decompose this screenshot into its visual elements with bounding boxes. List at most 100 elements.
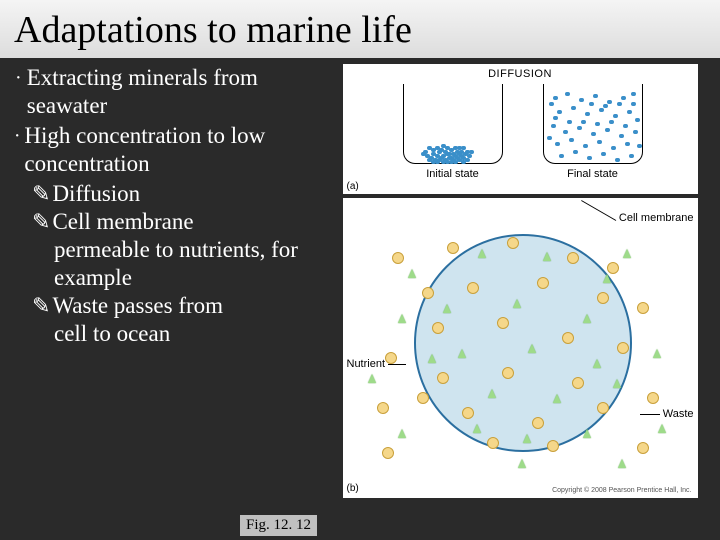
sub-bullet-1: ✎ Diffusion: [32, 180, 322, 208]
bullet-2: · High concentration to low concentratio…: [10, 122, 322, 178]
nutrient-particle: [385, 352, 397, 364]
sub-1-text: Diffusion: [52, 180, 140, 208]
diffusion-dot: [635, 118, 639, 122]
diffusion-dot: [563, 130, 567, 134]
waste-particle: [523, 434, 531, 443]
nutrient-particle: [572, 377, 584, 389]
diffusion-dot: [553, 96, 557, 100]
diffusion-dot: [583, 144, 587, 148]
waste-particle: [458, 349, 466, 358]
diffusion-dot: [567, 120, 571, 124]
panel-b-label: (b): [347, 483, 359, 494]
waste-particle: [543, 252, 551, 261]
diffusion-dot: [625, 142, 629, 146]
waste-particle: [653, 349, 661, 358]
nutrient-particle: [507, 237, 519, 249]
nutrient-particle: [467, 282, 479, 294]
bullet-1: · Extracting minerals from seawater: [10, 64, 322, 120]
waste-particle: [368, 374, 376, 383]
diffusion-dot: [619, 134, 623, 138]
diffusion-dot: [441, 144, 445, 148]
waste-particle: [398, 429, 406, 438]
diffusion-dot: [579, 98, 583, 102]
diffusion-dot: [427, 146, 431, 150]
diffusion-dot: [435, 146, 439, 150]
nutrient-particle: [447, 242, 459, 254]
waste-particle: [443, 304, 451, 313]
diffusion-dot: [435, 160, 439, 164]
waste-particle: [583, 314, 591, 323]
diffusion-dot: [549, 102, 553, 106]
membrane-label: Cell membrane: [619, 212, 694, 224]
diffusion-dot: [461, 146, 465, 150]
diffusion-dot: [629, 154, 633, 158]
diffusion-dot: [603, 104, 607, 108]
nutrient-particle: [567, 252, 579, 264]
diffusion-dot: [581, 120, 585, 124]
diffusion-dot: [551, 124, 555, 128]
bullet-2-text: High concentration to low concentration: [24, 122, 322, 178]
nutrient-particle: [437, 372, 449, 384]
diffusion-dot: [557, 110, 561, 114]
nutrient-particle: [382, 447, 394, 459]
diffusion-dot: [605, 128, 609, 132]
nutrient-particle: [422, 287, 434, 299]
diffusion-dot: [565, 92, 569, 96]
diffusion-dot: [467, 154, 471, 158]
diffusion-dot: [587, 156, 591, 160]
diffusion-dot: [597, 140, 601, 144]
diffusion-dot: [631, 102, 635, 106]
diffusion-dot: [599, 108, 603, 112]
cell-diagram: Cell membrane Nutrient Waste (b) Copyrig…: [343, 198, 698, 498]
diffusion-dot: [621, 96, 625, 100]
bullet-marker: ·: [10, 64, 27, 120]
diffusion-dot: [617, 102, 621, 106]
nutrient-particle: [432, 322, 444, 334]
diffusion-dot: [595, 122, 599, 126]
nutrient-particle: [562, 332, 574, 344]
nutrient-particle: [392, 252, 404, 264]
waste-particle: [408, 269, 416, 278]
beaker-final: [543, 84, 643, 164]
diffusion-dot: [607, 100, 611, 104]
nutrient-particle: [637, 442, 649, 454]
diffusion-dot: [445, 146, 449, 150]
nutrient-label: Nutrient: [347, 358, 386, 370]
waste-label: Waste: [663, 408, 694, 420]
nutrient-particle: [537, 277, 549, 289]
nutrient-particle: [647, 392, 659, 404]
sub-marker-icon: ✎: [32, 208, 50, 236]
waste-particle: [398, 314, 406, 323]
diffusion-dot: [547, 136, 551, 140]
diffusion-dot: [459, 150, 463, 154]
sub-3-rest: cell to ocean: [54, 320, 322, 348]
diffusion-dot: [589, 102, 593, 106]
sub-3-lead: Waste passes from: [52, 292, 223, 320]
waste-particle: [528, 344, 536, 353]
nutrient-particle: [417, 392, 429, 404]
nutrient-particle: [617, 342, 629, 354]
diffusion-dot: [559, 154, 563, 158]
diffusion-dot: [573, 150, 577, 154]
waste-particle: [478, 249, 486, 258]
diffusion-dot: [469, 150, 473, 154]
nutrient-particle: [532, 417, 544, 429]
waste-particle: [513, 299, 521, 308]
sub-bullet-3: ✎ Waste passes from: [32, 292, 322, 320]
diffusion-dot: [577, 126, 581, 130]
final-label: Final state: [543, 168, 643, 180]
diffusion-dot: [601, 152, 605, 156]
diffusion-dot: [613, 114, 617, 118]
diffusion-dot: [637, 144, 641, 148]
cell-membrane-circle: [413, 233, 633, 453]
sub-bullet-2: ✎ Cell membrane: [32, 208, 322, 236]
nutrient-particle: [597, 402, 609, 414]
waste-particle: [473, 424, 481, 433]
diffusion-dot: [421, 152, 425, 156]
waste-particle: [623, 249, 631, 258]
diffusion-dot: [615, 158, 619, 162]
sub-2-rest: permeable to nutrients, for example: [54, 236, 322, 292]
waste-leader: [640, 414, 660, 415]
beaker-initial: [403, 84, 503, 164]
waste-particle: [583, 429, 591, 438]
